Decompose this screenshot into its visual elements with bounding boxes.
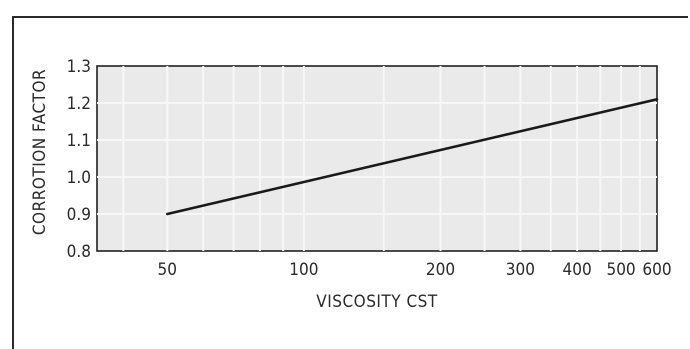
x-axis-title: VISCOSITY CST	[316, 292, 438, 312]
data-series	[166, 98, 659, 216]
y-tick-labels: 0.8 0.9 1.0 1.1 1.2 1.3	[67, 57, 91, 262]
x-tick-label: 100	[289, 260, 318, 280]
y-tick-label: 1.3	[67, 57, 91, 77]
chart-frame	[12, 16, 688, 349]
y-tick-label: 0.9	[67, 205, 91, 225]
x-tick-label: 300	[506, 260, 535, 280]
grid-lines	[97, 66, 657, 251]
y-tick-label: 1.1	[67, 131, 91, 151]
x-tick-label: 600	[642, 260, 671, 280]
x-tick-label: 50	[158, 260, 177, 280]
plot-area	[96, 65, 658, 252]
y-axis-title: CORROTION FACTOR	[30, 69, 50, 235]
x-tick-label: 400	[562, 260, 591, 280]
y-tick-label: 0.8	[67, 242, 91, 262]
y-tick-label: 1.0	[67, 168, 91, 188]
x-tick-label: 500	[606, 260, 635, 280]
x-tick-label: 200	[426, 260, 455, 280]
x-tick-labels: 50 100 200 300 400 500 600	[158, 260, 672, 280]
series-line	[166, 98, 659, 216]
y-tick-label: 1.2	[67, 94, 91, 114]
